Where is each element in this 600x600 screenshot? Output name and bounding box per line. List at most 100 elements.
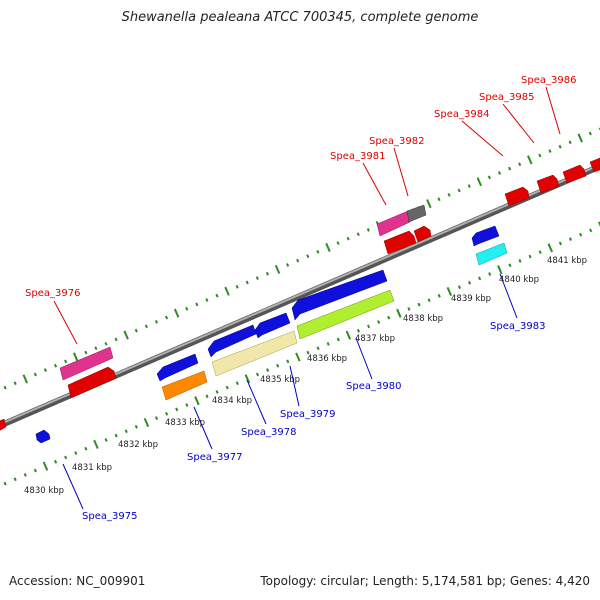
gene-blue-reverse[interactable] — [291, 269, 388, 321]
minor-tick — [336, 337, 340, 342]
minor-tick — [225, 385, 229, 390]
outer-tick-row — [3, 127, 600, 390]
minor-tick — [356, 232, 360, 237]
minor-tick — [64, 455, 68, 460]
gene-blue-reverse[interactable] — [156, 353, 199, 382]
minor-tick — [84, 350, 88, 355]
gene-spea-3986-red[interactable] — [562, 164, 587, 184]
gene-spea-3982-grey[interactable] — [406, 204, 427, 223]
scale-label: 4841 kbp — [547, 256, 587, 266]
minor-tick — [185, 403, 189, 407]
label-spea-3986[interactable]: Spea_3986 — [521, 75, 576, 86]
gene-spea-3976-pink[interactable] — [59, 346, 114, 381]
major-tick — [224, 286, 230, 296]
gene-blue-reverse[interactable] — [254, 312, 291, 339]
gene-blue-reverse[interactable] — [471, 225, 500, 247]
gene-arrow-forward[interactable] — [0, 418, 7, 432]
minor-tick — [407, 307, 411, 311]
gene-arrow-forward[interactable] — [413, 225, 432, 243]
minor-tick — [528, 254, 532, 259]
gene-spea-3975-blue[interactable] — [35, 429, 51, 444]
gene-spea-3983-cyan[interactable] — [475, 242, 508, 266]
minor-tick — [124, 429, 128, 434]
major-tick — [143, 417, 150, 428]
minor-tick — [33, 468, 37, 473]
minor-tick — [286, 359, 290, 364]
major-tick — [22, 374, 28, 384]
major-tick — [396, 308, 402, 318]
accession-text: Accession: NC_009901 — [9, 574, 146, 588]
minor-tick — [185, 306, 189, 311]
minor-tick — [154, 416, 159, 420]
minor-tick — [508, 166, 512, 171]
gene-spea-3981-pink[interactable] — [376, 210, 411, 237]
gene-arrow-forward[interactable] — [383, 230, 417, 255]
minor-tick — [457, 188, 461, 193]
label-spea-3976[interactable]: Spea_3976 — [25, 288, 80, 299]
minor-tick — [175, 407, 179, 412]
inner-tick-row — [3, 221, 600, 486]
gene-spea-3985-red[interactable] — [536, 174, 560, 194]
label-spea-3975[interactable]: Spea_3975 — [82, 511, 137, 522]
gene-spea-3977-orange[interactable] — [161, 370, 208, 401]
minor-tick — [134, 424, 138, 429]
minor-tick — [497, 171, 502, 175]
minor-tick — [114, 433, 118, 438]
minor-tick — [3, 481, 7, 486]
minor-tick — [306, 254, 310, 259]
minor-tick — [467, 184, 471, 188]
minor-tick — [84, 446, 88, 451]
minor-tick — [165, 411, 169, 416]
gene-spea-3980-green[interactable] — [296, 289, 395, 340]
minor-tick — [589, 228, 593, 233]
scale-label: 4834 kbp — [212, 396, 252, 406]
minor-tick — [518, 259, 522, 263]
scale-label: 4830 kbp — [24, 486, 64, 496]
gene-blue-reverse[interactable] — [207, 324, 257, 358]
minor-tick — [64, 359, 68, 364]
scale-label: 4832 kbp — [118, 440, 158, 450]
label-spea-3980[interactable]: Spea_3980 — [346, 381, 401, 392]
scale-label: 4833 kbp — [165, 418, 205, 428]
scale-label: 4836 kbp — [307, 354, 347, 364]
label-spea-3977[interactable]: Spea_3977 — [187, 452, 242, 463]
minor-tick — [306, 350, 310, 355]
major-tick — [426, 199, 432, 209]
minor-tick — [316, 346, 320, 351]
label-spea-3979[interactable]: Spea_3979 — [280, 409, 335, 420]
gene-arrow-forward[interactable] — [589, 157, 600, 173]
gene-spea-3976-red[interactable] — [67, 366, 117, 399]
minor-tick — [366, 228, 370, 232]
minor-tick — [457, 285, 461, 289]
gene-spea-3984-red[interactable] — [504, 186, 530, 207]
minor-tick — [74, 451, 78, 455]
major-tick — [93, 439, 99, 449]
scale-label: 4838 kbp — [403, 314, 443, 324]
major-tick — [274, 264, 281, 274]
minor-tick — [538, 153, 542, 158]
label-spea-3978[interactable]: Spea_3978 — [241, 427, 296, 438]
label-spea-3983[interactable]: Spea_3983 — [490, 321, 545, 332]
forward-leader-lines — [53, 86, 561, 345]
minor-tick — [104, 341, 108, 346]
minor-tick — [195, 302, 199, 307]
minor-tick — [43, 368, 48, 372]
label-spea-3985[interactable]: Spea_3985 — [479, 92, 534, 103]
scale-label: 4831 kbp — [72, 463, 112, 473]
major-tick — [42, 461, 49, 471]
minor-tick — [447, 193, 451, 197]
label-spea-3981[interactable]: Spea_3981 — [330, 151, 385, 162]
minor-tick — [215, 293, 219, 298]
major-tick — [476, 177, 483, 187]
label-spea-3984[interactable]: Spea_3984 — [434, 109, 489, 120]
minor-tick — [276, 363, 280, 368]
minor-tick — [508, 263, 512, 268]
minor-tick — [367, 324, 371, 329]
minor-tick — [53, 363, 58, 368]
minor-tick — [23, 473, 27, 477]
major-tick — [295, 352, 301, 362]
gene-spea-3978-yellow[interactable] — [211, 330, 298, 377]
minor-tick — [235, 381, 239, 386]
label-spea-3982[interactable]: Spea_3982 — [369, 136, 424, 147]
